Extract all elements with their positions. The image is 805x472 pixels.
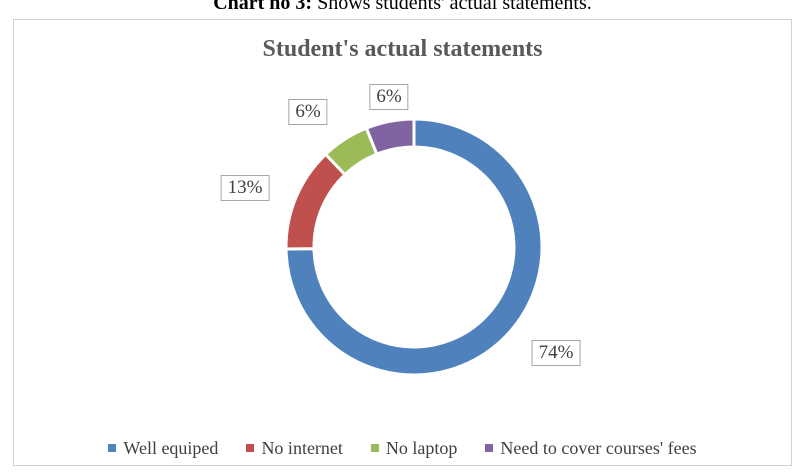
caption-text: Shows students' actual statements. bbox=[312, 0, 592, 14]
chart-legend: Well equiped No internet No laptop Need to … bbox=[0, 437, 805, 459]
legend-item-need-to-cover-courses-fees: Need to cover courses' fees bbox=[485, 437, 697, 459]
donut-slice-need-to-cover-courses-fees bbox=[364, 117, 416, 157]
legend-swatch bbox=[108, 444, 117, 452]
data-label-no-internet: 13% bbox=[220, 175, 270, 201]
legend-item-well-equiped: Well equiped bbox=[108, 437, 218, 459]
data-label-no-laptop: 6% bbox=[288, 99, 328, 125]
legend-swatch bbox=[246, 444, 255, 452]
legend-item-no-internet: No internet bbox=[246, 437, 343, 459]
data-label-need-to-cover-courses-fees: 6% bbox=[369, 84, 409, 110]
legend-swatch bbox=[370, 444, 379, 452]
legend-label: Well equiped bbox=[123, 438, 219, 458]
chart-title: Student's actual statements bbox=[262, 36, 543, 62]
legend-item-no-laptop: No laptop bbox=[370, 437, 458, 459]
data-label-well-equiped: 74% bbox=[531, 340, 581, 366]
figure-caption: Chart no 3: Shows students' actual state… bbox=[0, 0, 805, 15]
caption-label: Chart no 3: bbox=[213, 0, 313, 14]
donut-slice-no-internet bbox=[284, 152, 348, 251]
legend-label: No internet bbox=[261, 438, 343, 458]
legend-label: No laptop bbox=[385, 438, 458, 458]
legend-swatch bbox=[485, 444, 494, 452]
legend-label: Need to cover courses' fees bbox=[500, 438, 697, 458]
donut-slice-well-equiped bbox=[284, 117, 544, 377]
